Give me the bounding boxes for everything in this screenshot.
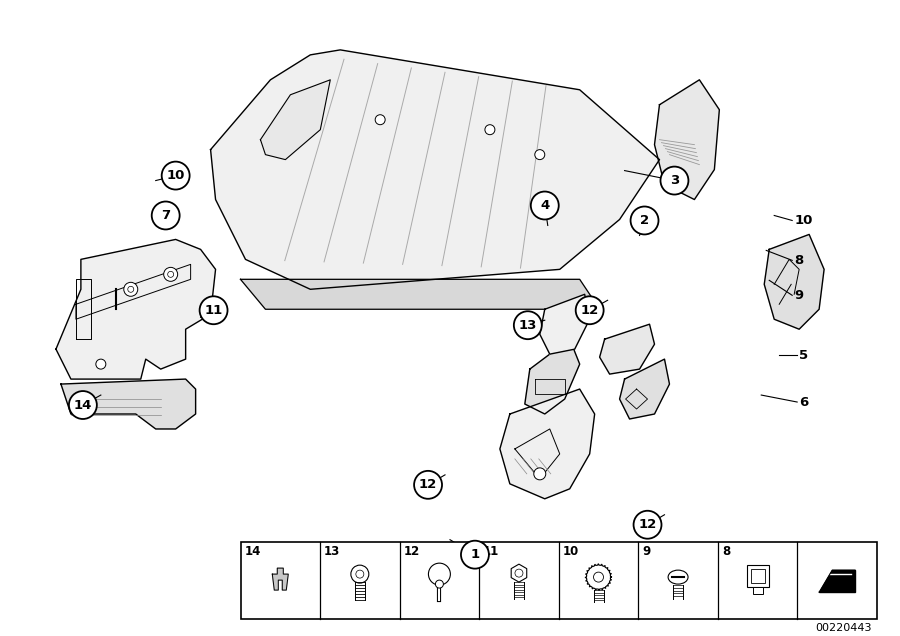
Text: 13: 13 <box>518 319 537 332</box>
Text: 11: 11 <box>204 304 222 317</box>
Circle shape <box>534 468 545 480</box>
Circle shape <box>162 162 190 190</box>
Circle shape <box>593 572 604 582</box>
Circle shape <box>200 296 228 324</box>
Text: 2: 2 <box>640 214 649 227</box>
Polygon shape <box>511 564 526 582</box>
Text: 8: 8 <box>794 254 804 267</box>
Text: 14: 14 <box>74 399 92 411</box>
Circle shape <box>414 471 442 499</box>
Text: 10: 10 <box>794 214 813 227</box>
Circle shape <box>436 580 444 588</box>
Circle shape <box>164 267 177 281</box>
Polygon shape <box>273 568 288 590</box>
Circle shape <box>96 359 106 369</box>
Bar <box>240 542 877 618</box>
Text: 8: 8 <box>722 544 730 558</box>
Polygon shape <box>654 80 719 200</box>
Polygon shape <box>585 563 612 591</box>
Circle shape <box>531 191 559 219</box>
Polygon shape <box>240 279 599 309</box>
Text: 00220443: 00220443 <box>815 623 872 633</box>
Text: 7: 7 <box>161 209 170 222</box>
Bar <box>751 569 765 583</box>
Polygon shape <box>540 294 590 354</box>
Circle shape <box>634 511 661 539</box>
Circle shape <box>461 541 489 569</box>
Circle shape <box>631 207 659 235</box>
Polygon shape <box>56 239 216 379</box>
Circle shape <box>152 202 180 230</box>
Polygon shape <box>819 570 855 592</box>
Text: 9: 9 <box>643 544 651 558</box>
Text: 12: 12 <box>403 544 420 558</box>
Circle shape <box>576 296 604 324</box>
Bar <box>747 565 769 587</box>
Text: 10: 10 <box>562 544 579 558</box>
Circle shape <box>128 286 134 293</box>
Ellipse shape <box>668 570 688 584</box>
Polygon shape <box>764 235 824 329</box>
Bar <box>752 587 762 594</box>
Text: 12: 12 <box>638 518 657 531</box>
Circle shape <box>124 282 138 296</box>
Text: 10: 10 <box>166 169 184 182</box>
Polygon shape <box>619 359 670 419</box>
Circle shape <box>485 125 495 135</box>
Text: 11: 11 <box>483 544 500 558</box>
Text: 3: 3 <box>670 174 680 187</box>
Circle shape <box>428 563 450 585</box>
Circle shape <box>515 569 523 577</box>
Circle shape <box>69 391 97 419</box>
Polygon shape <box>599 324 654 374</box>
Circle shape <box>351 565 369 583</box>
Circle shape <box>535 149 544 160</box>
Text: 13: 13 <box>324 544 340 558</box>
Polygon shape <box>823 573 852 589</box>
Circle shape <box>661 167 688 195</box>
Circle shape <box>514 311 542 339</box>
Text: 12: 12 <box>418 478 437 492</box>
Text: 1: 1 <box>471 548 480 561</box>
Circle shape <box>356 570 364 578</box>
Text: 12: 12 <box>580 304 598 317</box>
Polygon shape <box>525 339 580 414</box>
Text: 6: 6 <box>799 396 808 408</box>
Circle shape <box>167 272 174 277</box>
Polygon shape <box>500 389 595 499</box>
Polygon shape <box>260 80 330 160</box>
Text: 14: 14 <box>245 544 261 558</box>
Circle shape <box>375 114 385 125</box>
Text: 5: 5 <box>799 349 808 362</box>
Polygon shape <box>61 379 195 429</box>
Text: 4: 4 <box>540 199 549 212</box>
Text: 9: 9 <box>794 289 804 302</box>
Polygon shape <box>211 50 660 289</box>
